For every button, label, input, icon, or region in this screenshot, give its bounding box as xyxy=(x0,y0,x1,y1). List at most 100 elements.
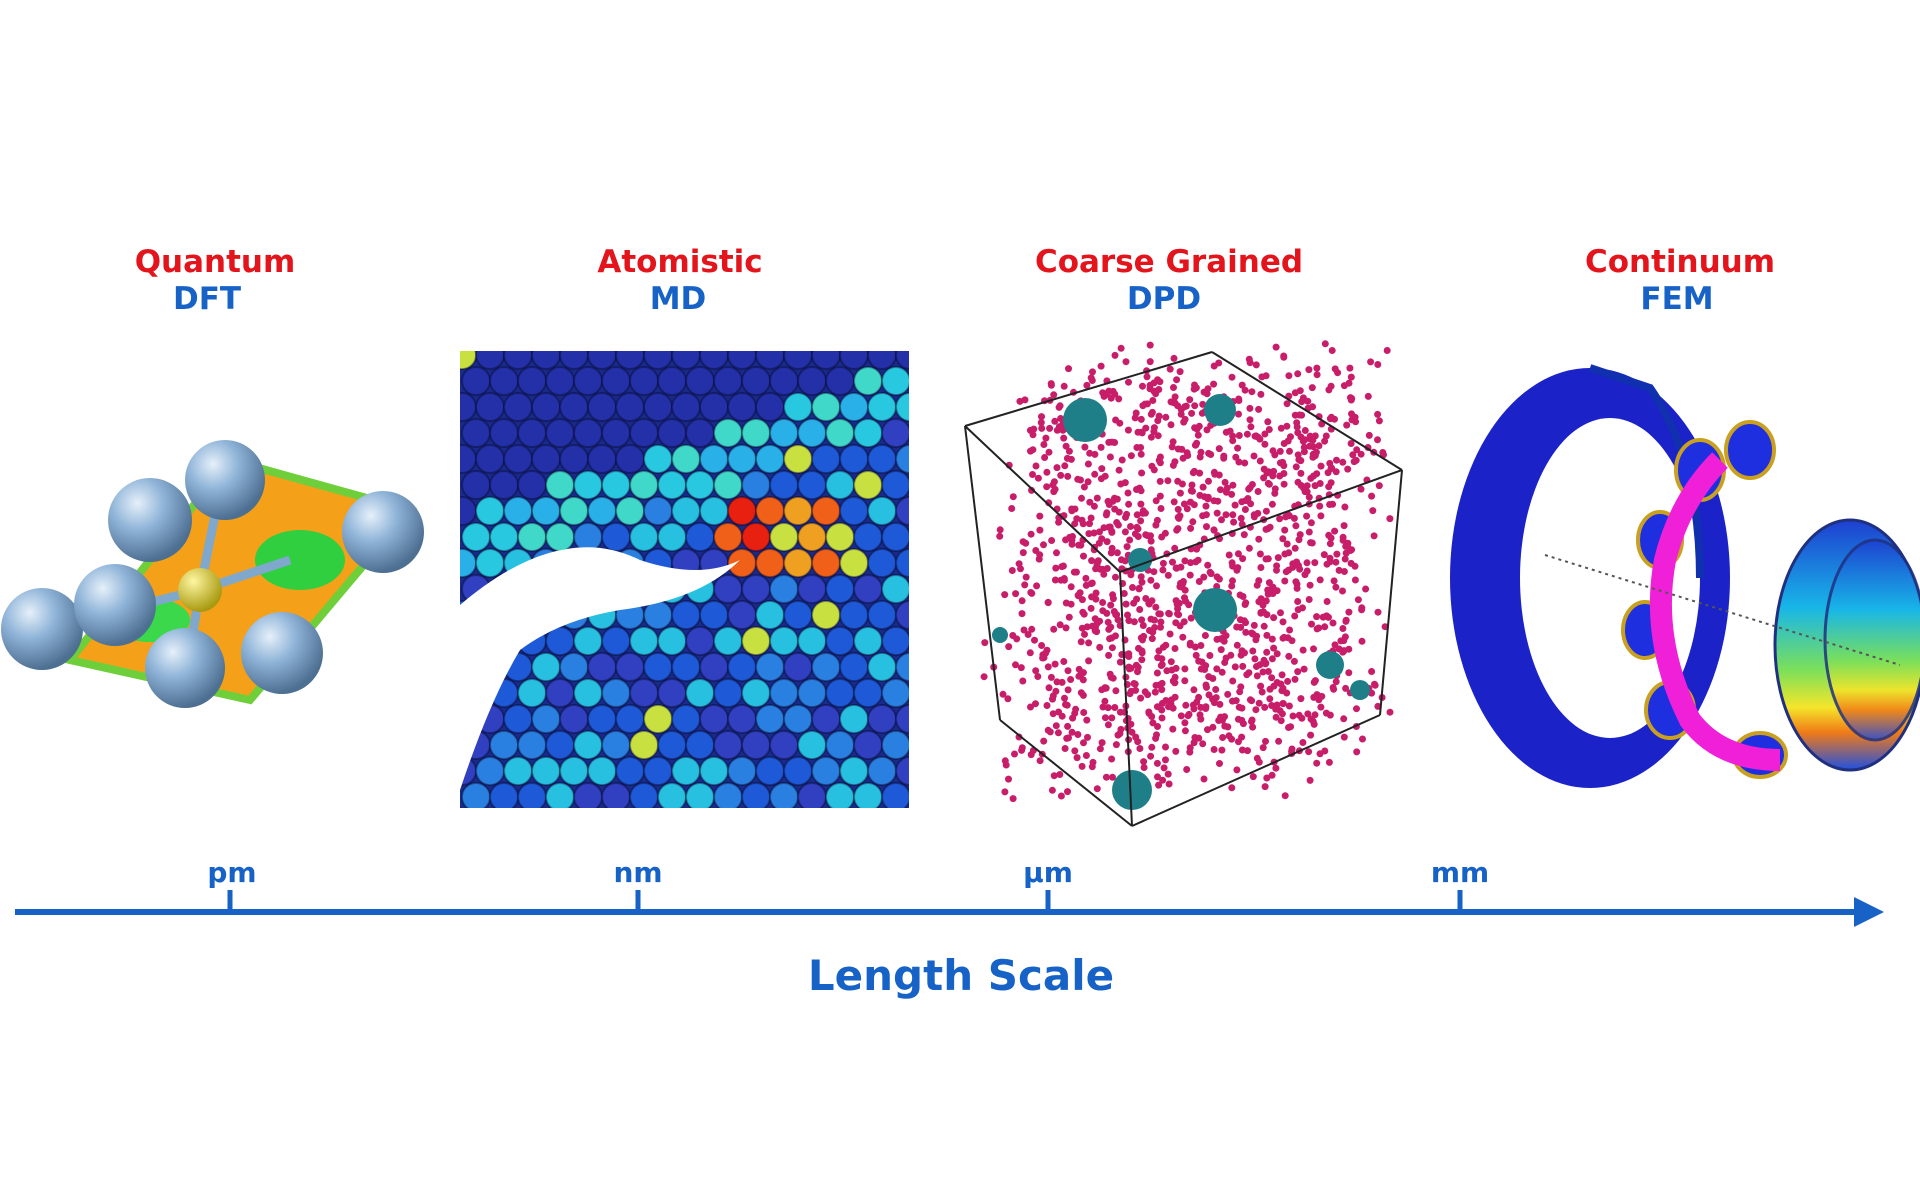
bead xyxy=(1205,673,1213,681)
bead xyxy=(1183,505,1191,513)
bead xyxy=(1253,663,1260,670)
atom xyxy=(811,600,841,630)
bead xyxy=(1138,578,1146,586)
atom xyxy=(881,678,909,708)
bead xyxy=(981,639,989,647)
bead xyxy=(1284,677,1292,685)
bead xyxy=(1218,516,1225,524)
bead xyxy=(1313,371,1321,379)
panel-title: Atomistic xyxy=(597,244,762,280)
atom xyxy=(853,574,883,604)
atom xyxy=(811,652,841,682)
bead xyxy=(1340,568,1348,575)
atom xyxy=(545,678,575,708)
atom xyxy=(797,522,827,552)
bead xyxy=(1024,631,1032,638)
bead xyxy=(1170,498,1178,506)
bead xyxy=(1138,616,1146,624)
atom xyxy=(713,418,743,448)
bead xyxy=(1229,432,1237,440)
bead xyxy=(1028,625,1036,633)
bead xyxy=(1134,533,1142,540)
atom xyxy=(797,470,827,500)
bead xyxy=(1118,456,1126,464)
bead xyxy=(1293,558,1301,566)
bead xyxy=(1190,686,1198,694)
bead xyxy=(1079,520,1087,528)
bead xyxy=(1125,663,1133,671)
bead xyxy=(1347,559,1355,567)
bead xyxy=(1017,565,1024,573)
bead xyxy=(1057,471,1065,479)
bead xyxy=(1064,667,1072,675)
cluster xyxy=(992,627,1008,643)
cluster xyxy=(1316,651,1344,679)
bead xyxy=(1331,415,1338,423)
atom xyxy=(755,652,785,682)
atom xyxy=(671,652,701,682)
bead xyxy=(1155,610,1163,618)
atom xyxy=(867,444,897,474)
atom xyxy=(741,522,771,552)
bead xyxy=(1229,481,1237,489)
bead xyxy=(1108,544,1116,552)
bead xyxy=(1080,483,1088,491)
bead xyxy=(1325,483,1333,491)
atom xyxy=(531,652,561,682)
bead xyxy=(1210,362,1218,370)
atom xyxy=(489,730,519,760)
atom xyxy=(895,652,909,682)
atom xyxy=(797,730,827,760)
bead xyxy=(1273,650,1281,658)
bead xyxy=(1246,404,1254,412)
bead xyxy=(1325,531,1333,539)
bead xyxy=(1294,451,1302,459)
bead xyxy=(1036,526,1044,534)
bead xyxy=(1032,462,1040,470)
bead xyxy=(1213,509,1221,517)
atom xyxy=(615,351,645,370)
bead xyxy=(1243,430,1251,438)
bead xyxy=(1082,574,1090,582)
bead xyxy=(1319,613,1327,621)
bead xyxy=(1057,792,1065,800)
bead xyxy=(1264,418,1272,426)
atom xyxy=(475,444,505,474)
atom xyxy=(587,392,617,422)
bead xyxy=(1039,654,1047,662)
bead xyxy=(1259,668,1267,676)
bead xyxy=(1218,746,1226,754)
bead xyxy=(1248,629,1256,637)
bead xyxy=(1301,571,1309,579)
atom xyxy=(811,496,841,526)
bead xyxy=(1133,595,1141,603)
bead xyxy=(1080,739,1087,747)
bead xyxy=(1164,770,1172,778)
bead xyxy=(1292,522,1300,530)
atom xyxy=(671,392,701,422)
bead xyxy=(1262,597,1270,605)
bead xyxy=(1228,735,1236,743)
atom xyxy=(545,418,575,448)
bead xyxy=(1093,785,1101,793)
bead xyxy=(1281,550,1289,558)
bead xyxy=(1108,527,1116,535)
bead xyxy=(1229,577,1236,585)
bead xyxy=(1213,665,1221,673)
bead xyxy=(1156,459,1164,467)
bead xyxy=(1135,585,1143,593)
atom xyxy=(531,704,561,734)
bead xyxy=(1219,734,1227,741)
atom xyxy=(573,470,603,500)
atom xyxy=(699,756,729,786)
bead xyxy=(1152,734,1160,742)
bead xyxy=(1087,604,1095,612)
bead xyxy=(1257,682,1265,690)
atom xyxy=(559,496,589,526)
atom xyxy=(699,600,729,630)
bead xyxy=(1297,469,1305,477)
atom xyxy=(503,392,533,422)
bead xyxy=(1061,462,1069,470)
bead xyxy=(1029,431,1037,439)
